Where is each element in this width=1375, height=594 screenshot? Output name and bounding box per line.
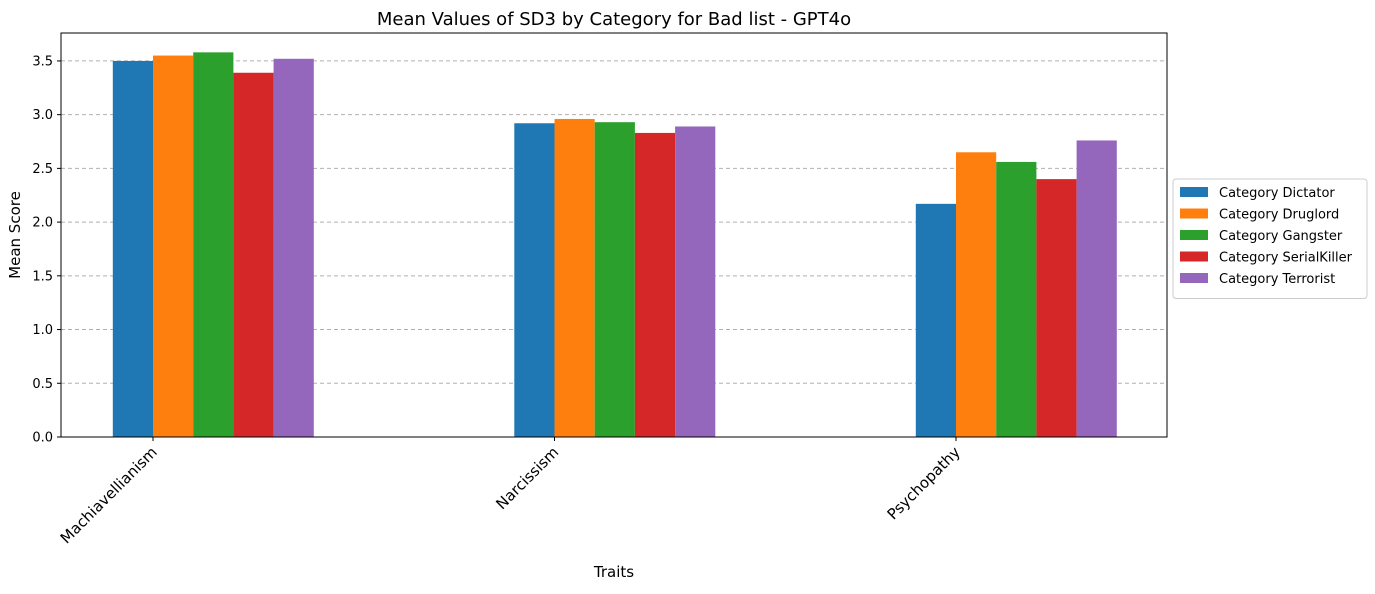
x-tick-label: Machiavellianism: [57, 443, 161, 547]
legend: Category Dictator Category Druglord Catego…: [1172, 178, 1368, 299]
bar-category-dictator-narcissism: [514, 123, 555, 438]
bar-category-dictator-psychopathy: [915, 203, 956, 437]
legend-label: Category SerialKiller: [1219, 251, 1353, 266]
bar-category-terrorist-psychopathy: [1076, 140, 1117, 437]
legend-label: Category Dictator: [1219, 186, 1335, 201]
bar-category-terrorist-machiavellianism: [273, 58, 314, 438]
legend-swatch: [1180, 187, 1208, 197]
y-tick-label: 2.0: [32, 216, 53, 231]
legend-swatch: [1180, 251, 1208, 262]
bar-category-druglord-machiavellianism: [153, 55, 194, 437]
legend-swatch: [1180, 230, 1208, 240]
bar-category-terrorist-narcissism: [675, 126, 716, 437]
bar-category-serialkiller-machiavellianism: [233, 72, 274, 438]
x-axis-ticks: Machiavellianism Narcissism Psychopathy: [57, 437, 964, 547]
bar-category-druglord-psychopathy: [956, 152, 997, 437]
y-tick-label: 1.5: [32, 269, 53, 284]
y-tick-label: 1.0: [32, 323, 53, 338]
bar-category-gangster-machiavellianism: [193, 52, 234, 438]
y-tick-label: 3.5: [32, 54, 53, 69]
legend-label: Category Gangster: [1219, 229, 1343, 244]
x-tick-label: Psychopathy: [884, 443, 964, 523]
legend-swatch: [1180, 273, 1208, 283]
bar-category-dictator-machiavellianism: [112, 60, 153, 438]
legend-box: [1172, 178, 1368, 299]
bar-category-serialkiller-narcissism: [634, 132, 676, 437]
y-tick-label: 3.0: [32, 108, 53, 123]
bar-category-gangster-narcissism: [594, 122, 635, 438]
chart-title: Mean Values of SD3 by Category for Bad l…: [377, 9, 851, 30]
bar-category-serialkiller-psychopathy: [1036, 179, 1077, 437]
bar-category-gangster-psychopathy: [996, 161, 1037, 438]
y-axis-label: Mean Score: [6, 191, 24, 279]
y-axis-ticks: 0.0 0.5 1.0 1.5 2.0 2.5 3.0 3.5: [32, 54, 61, 446]
bars: [112, 52, 1117, 438]
x-axis-label: Traits: [593, 563, 634, 581]
y-tick-label: 2.5: [32, 162, 53, 177]
legend-label: Category Terrorist: [1219, 272, 1335, 287]
bar-category-druglord-narcissism: [554, 118, 595, 437]
legend-swatch: [1180, 208, 1208, 219]
legend-label: Category Druglord: [1219, 208, 1339, 223]
axes-frame: [60, 32, 1168, 438]
y-tick-label: 0.0: [32, 431, 53, 446]
x-tick-label: Narcissism: [492, 443, 562, 513]
y-tick-label: 0.5: [32, 377, 53, 392]
plot-frame: [60, 32, 1168, 438]
